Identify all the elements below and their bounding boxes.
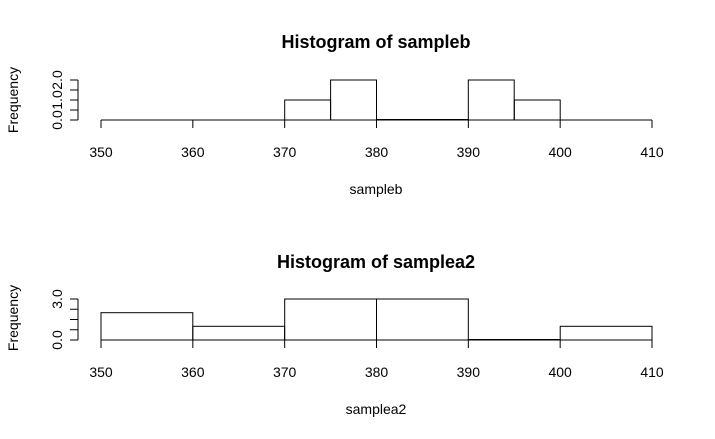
chart-title: Histogram of sampleb xyxy=(281,32,470,52)
y-tick-label: 1.0 xyxy=(49,90,65,110)
histogram-bar xyxy=(513,99,561,121)
x-tick-label: 400 xyxy=(548,144,572,160)
x-tick-label: 380 xyxy=(365,364,389,380)
histogram-panel-sampleb: Histogram of sampleb Frequency sampleb 3… xyxy=(5,32,664,197)
y-axis-label: Frequency xyxy=(5,67,21,133)
y-axis: 0.01.02.0 xyxy=(49,70,79,130)
x-axis-label: sampleb xyxy=(350,181,403,197)
bars-group xyxy=(284,79,561,121)
histogram-bar xyxy=(100,312,194,341)
x-tick-label: 390 xyxy=(457,364,481,380)
histogram-bar xyxy=(467,79,515,121)
x-tick-label: 370 xyxy=(273,364,297,380)
histogram-bar xyxy=(330,79,378,121)
y-axis-label: Frequency xyxy=(5,285,21,351)
x-axis: 350 360 370 380 390 400 410 xyxy=(89,339,664,380)
x-tick-label: 360 xyxy=(181,364,205,380)
y-tick-label: 3.0 xyxy=(49,289,65,309)
x-tick-label: 410 xyxy=(640,144,664,160)
y-axis: 0.0 3.0 xyxy=(49,289,79,350)
x-tick-label: 410 xyxy=(640,364,664,380)
histogram-bar xyxy=(284,99,332,121)
histogram-bar xyxy=(559,325,653,341)
histogram-bar xyxy=(376,298,469,341)
histogram-bar xyxy=(192,325,286,341)
x-tick-label: 370 xyxy=(273,144,297,160)
x-tick-label: 400 xyxy=(548,364,572,380)
histogram-panel-samplea2: Histogram of samplea2 Frequency samplea2… xyxy=(5,252,664,417)
bars-group xyxy=(100,298,653,341)
x-tick-label: 350 xyxy=(89,144,113,160)
x-axis-label: samplea2 xyxy=(346,401,407,417)
x-tick-label: 380 xyxy=(365,144,389,160)
x-tick-label: 360 xyxy=(181,144,205,160)
y-tick-label: 0.0 xyxy=(49,330,65,350)
x-tick-label: 390 xyxy=(457,144,481,160)
chart-title: Histogram of samplea2 xyxy=(277,252,475,272)
histogram-bar xyxy=(284,298,378,341)
x-axis: 350 360 370 380 390 400 410 xyxy=(89,119,664,160)
y-tick-label: 2.0 xyxy=(49,70,65,90)
y-tick-label: 0.0 xyxy=(49,110,65,130)
x-tick-label: 350 xyxy=(89,364,113,380)
